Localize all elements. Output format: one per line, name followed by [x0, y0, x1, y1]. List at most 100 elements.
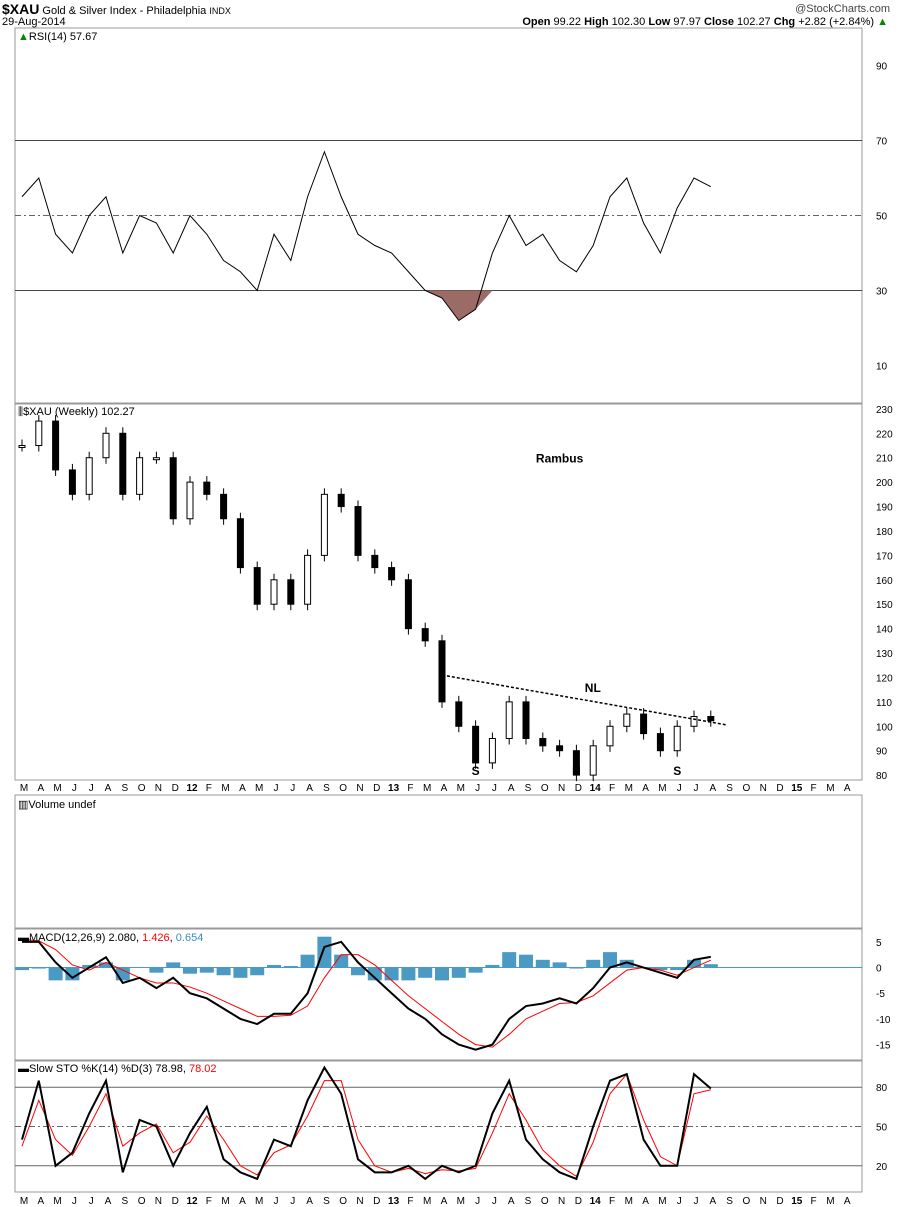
rsi-line	[21, 150, 712, 322]
month-tick-label: 13	[388, 783, 400, 794]
price-candle	[354, 506, 362, 556]
macd-histogram-bar	[451, 967, 466, 978]
month-tick-label: N	[356, 1196, 363, 1207]
month-tick-label: A	[239, 783, 246, 794]
month-tick-label: F	[609, 783, 615, 794]
macd-histogram-bar	[82, 964, 97, 968]
macd-histogram-bar	[586, 959, 601, 968]
month-tick-label: J	[274, 783, 279, 794]
month-tick-label: M	[423, 783, 431, 794]
month-tick-label: A	[844, 1196, 851, 1207]
price-candle	[236, 518, 244, 569]
month-tick-label: M	[255, 1196, 263, 1207]
price-candle	[186, 481, 194, 520]
low-value: 97.97	[673, 16, 701, 28]
month-tick-label: M	[20, 1196, 28, 1207]
month-tick-label: N	[155, 783, 162, 794]
macd-histogram-bar	[401, 967, 416, 981]
month-tick-label: M	[658, 1196, 666, 1207]
price-candle	[220, 493, 228, 520]
volume-legend: ▥Volume undef	[18, 798, 96, 811]
price-candle	[488, 737, 496, 764]
symbol: $XAU	[2, 1, 40, 17]
y-tick-label: 230	[876, 405, 893, 416]
credit: @StockCharts.com	[795, 3, 890, 15]
macd-histogram-bar	[619, 959, 634, 968]
y-tick-label: 190	[876, 503, 893, 514]
y-tick-label: 5	[876, 938, 882, 949]
month-tick-label: F	[206, 1196, 212, 1207]
month-tick-label: M	[457, 783, 465, 794]
y-tick-label: 220	[876, 429, 893, 440]
month-tick-label: J	[72, 1196, 77, 1207]
price-candle	[556, 745, 564, 752]
month-tick-label: O	[339, 1196, 347, 1207]
panel-macd	[14, 928, 863, 1061]
month-tick-label: D	[373, 1196, 380, 1207]
price-candle	[68, 469, 76, 495]
y-tick-label: 90	[876, 62, 888, 73]
month-tick-label: A	[105, 1196, 112, 1207]
y-tick-label: -15	[876, 1041, 891, 1052]
month-tick-label: J	[694, 1196, 699, 1207]
macd-histogram-bar	[199, 967, 214, 973]
chg-label: Chg	[773, 16, 796, 28]
d-value: 78.02	[189, 1063, 217, 1075]
index-name: Gold & Silver Index - Philadelphia	[42, 5, 207, 17]
month-tick-label: M	[625, 783, 633, 794]
month-tick-label: J	[677, 783, 682, 794]
month-tick-label: N	[760, 783, 767, 794]
y-tick-label: 100	[876, 722, 893, 733]
price-candle	[253, 567, 261, 605]
month-tick-label: M	[625, 1196, 633, 1207]
macd-histogram-bar	[435, 967, 449, 981]
month-tick-label: S	[323, 783, 330, 794]
macd-histogram-bar	[250, 967, 265, 976]
macd-histogram-bar	[653, 967, 668, 971]
macd-histogram-bar	[603, 952, 617, 968]
price-candle	[203, 481, 211, 495]
month-tick-label: J	[89, 1196, 94, 1207]
price-candle	[320, 493, 328, 556]
quote-summary: Open 99.22 High 102.30 Low 97.97 Close 1…	[522, 16, 888, 28]
month-tick-label: J	[290, 783, 295, 794]
macd-value: 2.080	[108, 932, 137, 944]
price-candle	[270, 579, 278, 605]
y-tick-label: 30	[876, 287, 888, 298]
price-candle	[472, 725, 480, 764]
month-tick-label: S	[525, 1196, 532, 1207]
macd-histogram-bar	[216, 967, 231, 976]
y-tick-label: 170	[876, 551, 893, 562]
macd-histogram-bar	[267, 964, 281, 968]
annotation: Rambus	[536, 452, 584, 466]
y-tick-label: 180	[876, 527, 893, 538]
month-tick-label: M	[423, 1196, 431, 1207]
open-label: Open	[522, 16, 551, 28]
price-candle	[35, 420, 43, 447]
volume-legend-text: Volume undef	[28, 799, 96, 811]
k-value: 78.98	[155, 1063, 183, 1075]
volume-icon: ▥	[18, 799, 29, 811]
price-candle	[119, 432, 127, 495]
y-tick-label: 200	[876, 478, 893, 489]
macd-legend: ▬MACD(12,26,9) 2.080, 1.426, 0.654	[18, 932, 204, 944]
neckline	[441, 674, 728, 726]
month-tick-label: A	[239, 1196, 246, 1207]
price-candle	[388, 567, 396, 581]
month-tick-label: A	[37, 783, 44, 794]
month-tick-label: O	[541, 783, 549, 794]
candle-icon: ⫼	[18, 406, 24, 418]
y-tick-label: 20	[876, 1162, 888, 1173]
price-candle	[522, 701, 530, 739]
y-tick-label: 150	[876, 600, 893, 611]
macd-histogram-bar	[418, 967, 433, 978]
rsi-oversold-fill	[22, 290, 711, 321]
month-tick-label: S	[525, 783, 532, 794]
month-tick-label: M	[53, 783, 61, 794]
macd-histogram-bar	[334, 954, 349, 968]
month-tick-label: A	[37, 1196, 44, 1207]
low-label: Low	[648, 16, 671, 28]
month-tick-label: M	[826, 783, 834, 794]
macd-histogram-bar	[166, 962, 181, 968]
